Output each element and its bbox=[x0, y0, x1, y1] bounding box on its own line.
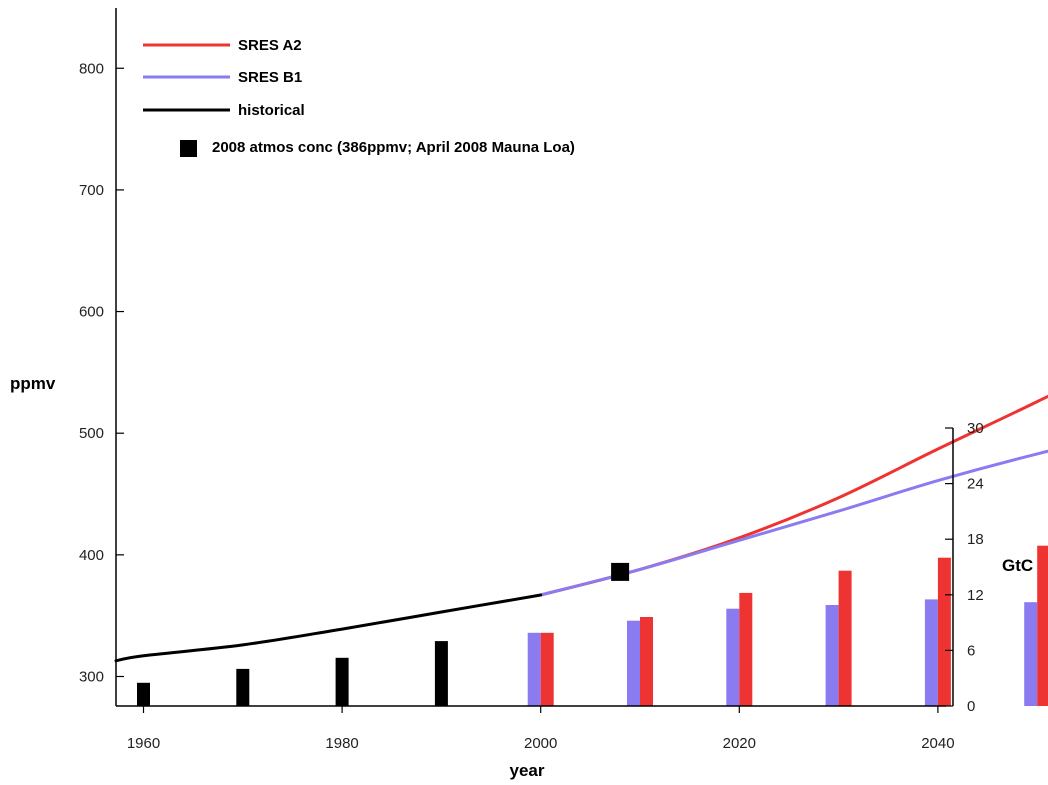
y-tick-label-800: 800 bbox=[79, 60, 104, 77]
bar-historical-1990 bbox=[434, 641, 448, 706]
y2-tick-label-30: 30 bbox=[967, 420, 984, 437]
bar-historical-1970 bbox=[236, 668, 250, 706]
legend-swatch-square bbox=[180, 140, 197, 157]
observation-marker bbox=[611, 562, 630, 581]
y-tick-label-300: 300 bbox=[79, 669, 104, 686]
y-tick-label-700: 700 bbox=[79, 182, 104, 199]
bar-sres-b1-2020 bbox=[726, 608, 740, 706]
x-axis-title: year bbox=[510, 761, 545, 780]
bar-sres-a2-2040 bbox=[937, 557, 951, 706]
emission-bars bbox=[137, 545, 1048, 706]
bar-historical-1980 bbox=[335, 657, 349, 706]
bar-sres-a2-2000 bbox=[540, 632, 554, 706]
line-sres-a2 bbox=[539, 394, 1048, 597]
bar-sres-a2-2030 bbox=[838, 570, 852, 706]
bar-sres-a2-2010 bbox=[640, 617, 653, 706]
x-tick-label-2000: 2000 bbox=[524, 735, 557, 752]
concentration-lines bbox=[114, 394, 1048, 663]
axes: 3004005006007008001960198020002020204020… bbox=[79, 8, 984, 752]
y2-tick-label-12: 12 bbox=[967, 587, 984, 604]
bar-historical-1960 bbox=[137, 682, 150, 706]
bar-sres-b1-2030 bbox=[825, 605, 839, 706]
y2-axis-title: GtC bbox=[1002, 556, 1033, 575]
legend-item-historical: historical bbox=[143, 102, 305, 119]
legend-item-sres-a2: SRES A2 bbox=[143, 37, 302, 54]
legend-label-2008-atmos-conc-386ppmv-april-2008-mauna-loa: 2008 atmos conc (386ppmv; April 2008 Mau… bbox=[212, 139, 575, 156]
x-tick-label-2040: 2040 bbox=[921, 735, 954, 752]
y2-tick-label-0: 0 bbox=[967, 698, 975, 715]
y-axis-title: ppmv bbox=[10, 374, 56, 393]
y2-tick-label-6: 6 bbox=[967, 642, 975, 659]
y2-tick-label-18: 18 bbox=[967, 531, 984, 548]
marker-2008-atmos-conc bbox=[611, 562, 630, 581]
y2-tick-label-24: 24 bbox=[967, 476, 984, 493]
line-historical bbox=[114, 593, 543, 663]
legend-item-sres-b1: SRES B1 bbox=[143, 69, 302, 86]
y-tick-label-600: 600 bbox=[79, 304, 104, 321]
x-tick-label-2020: 2020 bbox=[723, 735, 756, 752]
bar-sres-b1-2000 bbox=[527, 632, 541, 706]
legend-label-sres-b1: SRES B1 bbox=[238, 69, 302, 86]
y-tick-label-400: 400 bbox=[79, 547, 104, 564]
x-tick-label-1980: 1980 bbox=[325, 735, 358, 752]
legend-label-sres-a2: SRES A2 bbox=[238, 37, 302, 54]
bar-sres-b1-2040 bbox=[924, 599, 938, 706]
y-tick-label-500: 500 bbox=[79, 425, 104, 442]
legend-item-2008-atmos-conc-386ppmv-april-2008-mauna-loa: 2008 atmos conc (386ppmv; April 2008 Mau… bbox=[180, 139, 575, 157]
legend-label-historical: historical bbox=[238, 102, 305, 119]
bar-sres-b1-2010 bbox=[627, 620, 640, 706]
bar-sres-a2-2050 bbox=[1037, 545, 1048, 706]
x-tick-label-1960: 1960 bbox=[127, 735, 160, 752]
legend: SRES A2 SRES B1 historical 2008 atmos conc … bbox=[143, 37, 575, 157]
line-sres-b1 bbox=[539, 449, 1048, 597]
bar-sres-b1-2050 bbox=[1024, 602, 1038, 706]
bar-sres-a2-2020 bbox=[739, 592, 753, 706]
